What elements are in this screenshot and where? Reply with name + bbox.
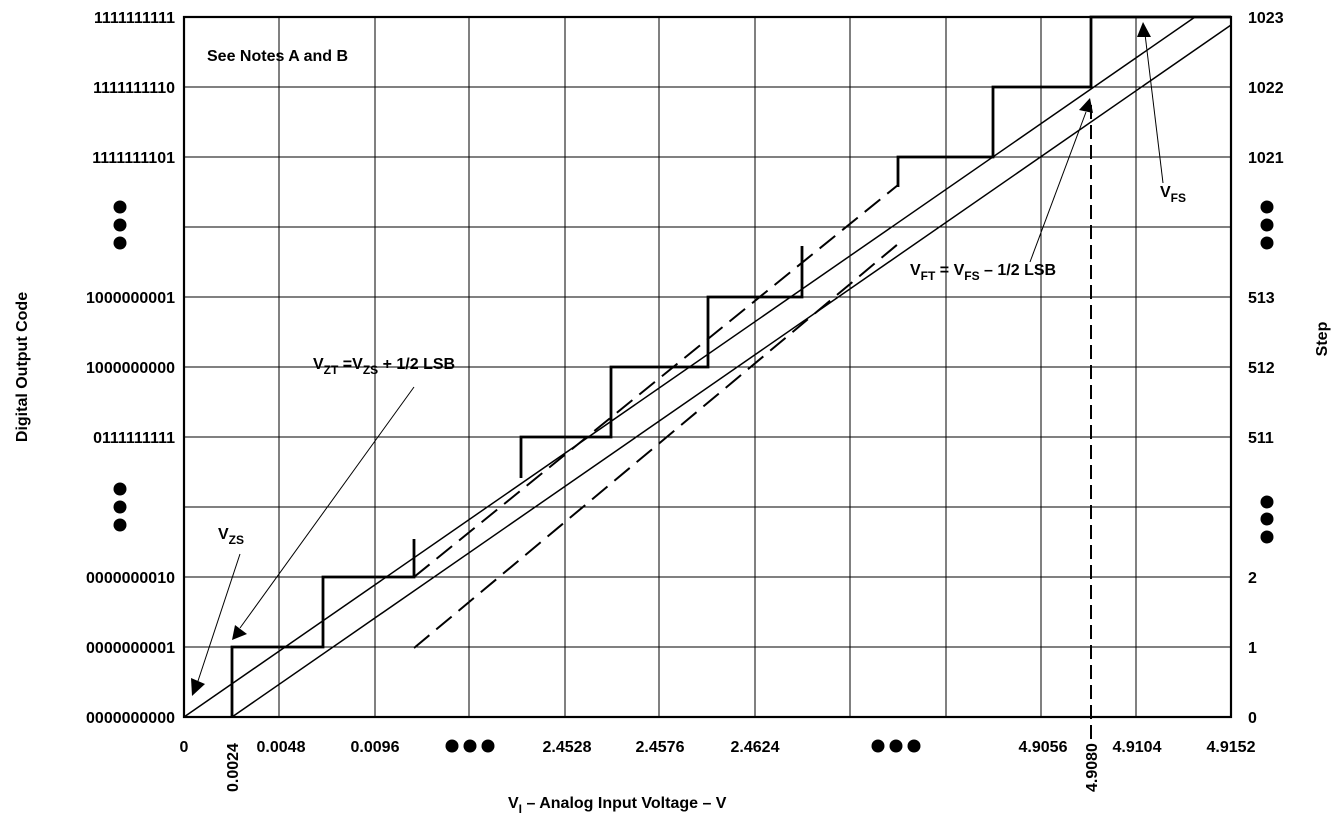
x-tick-label: 4.9152	[1207, 739, 1256, 756]
left-code-label: 0000000001	[86, 640, 175, 657]
dots-icon	[1260, 200, 1274, 250]
vzs-leader	[191, 553, 241, 696]
x-tick-label: 2.4528	[543, 739, 592, 756]
right-step-label: 1023	[1248, 10, 1284, 27]
vzt-label: VZT =VZS + 1/2 LSB	[313, 356, 455, 377]
dots-icon	[445, 739, 495, 753]
dots-icon	[113, 200, 127, 250]
x-tick-label: 0.0096	[351, 739, 400, 756]
right-step-label: 512	[1248, 360, 1275, 377]
dots-icon	[871, 739, 921, 753]
x-tick-label: 2.4576	[636, 739, 685, 756]
right-step-label: 2	[1248, 570, 1257, 587]
staircase-transfer-function	[230, 15, 1231, 717]
x-tick-label: 0.0048	[257, 739, 306, 756]
right-step-label: 511	[1248, 430, 1274, 447]
right-step-label: 1022	[1248, 80, 1284, 97]
right-step-label: 1021	[1248, 150, 1284, 167]
arrowhead-icon	[1079, 98, 1093, 113]
left-code-label: 1000000001	[86, 290, 175, 307]
left-axis-codes: 1111111111 1111111110 1111111101 1000000…	[86, 10, 175, 727]
plot-frame	[182, 15, 1233, 719]
left-code-label: 1111111101	[92, 150, 175, 167]
x-axis-title: VI – Analog Input Voltage – V	[508, 795, 727, 816]
right-step-label: 1	[1248, 640, 1257, 657]
left-code-label: 0111111111	[93, 430, 175, 447]
vfs-label: VFS	[1160, 184, 1186, 205]
left-code-label: 1111111110	[93, 80, 175, 97]
dots-icon	[113, 482, 127, 532]
vzt-leader	[232, 386, 415, 640]
x-tick-label: 2.4624	[731, 739, 780, 756]
vzs-label: VZS	[218, 526, 244, 547]
left-code-label: 1111111111	[94, 10, 175, 27]
left-code-label: 1000000000	[86, 360, 175, 377]
arrowhead-icon	[191, 678, 205, 696]
x-tick-label: 0	[180, 739, 189, 756]
vft-leader	[1029, 98, 1093, 263]
vfs-leader	[1137, 22, 1164, 184]
x-tick-label: 4.9056	[1019, 739, 1068, 756]
dashed-continuation	[413, 184, 899, 649]
arrowhead-icon	[1137, 22, 1151, 37]
ellipsis-dots	[113, 200, 1274, 753]
notes-label: See Notes A and B	[207, 48, 348, 65]
dots-icon	[1260, 495, 1274, 544]
left-code-label: 0000000010	[86, 570, 175, 587]
right-axis-steps: 1023 1022 1021 513 512 511 2 1 0	[1248, 10, 1284, 727]
x-tick-rotated-label: 0.0024	[225, 743, 242, 792]
x-axis-ticks: 0 0.0048 0.0096 2.4528 2.4576 2.4624 4.9…	[180, 739, 1256, 756]
right-axis-title: Step	[1314, 321, 1331, 356]
left-axis-title: Digital Output Code	[14, 292, 31, 442]
arrowhead-icon	[232, 625, 247, 640]
vft-label: VFT = VFS – 1/2 LSB	[910, 262, 1056, 283]
right-step-label: 0	[1248, 710, 1257, 727]
x-tick-label: 4.9104	[1113, 739, 1162, 756]
right-step-label: 513	[1248, 290, 1275, 307]
x-tick-rotated-label: 4.9080	[1084, 743, 1101, 792]
left-code-label: 0000000000	[86, 710, 175, 727]
